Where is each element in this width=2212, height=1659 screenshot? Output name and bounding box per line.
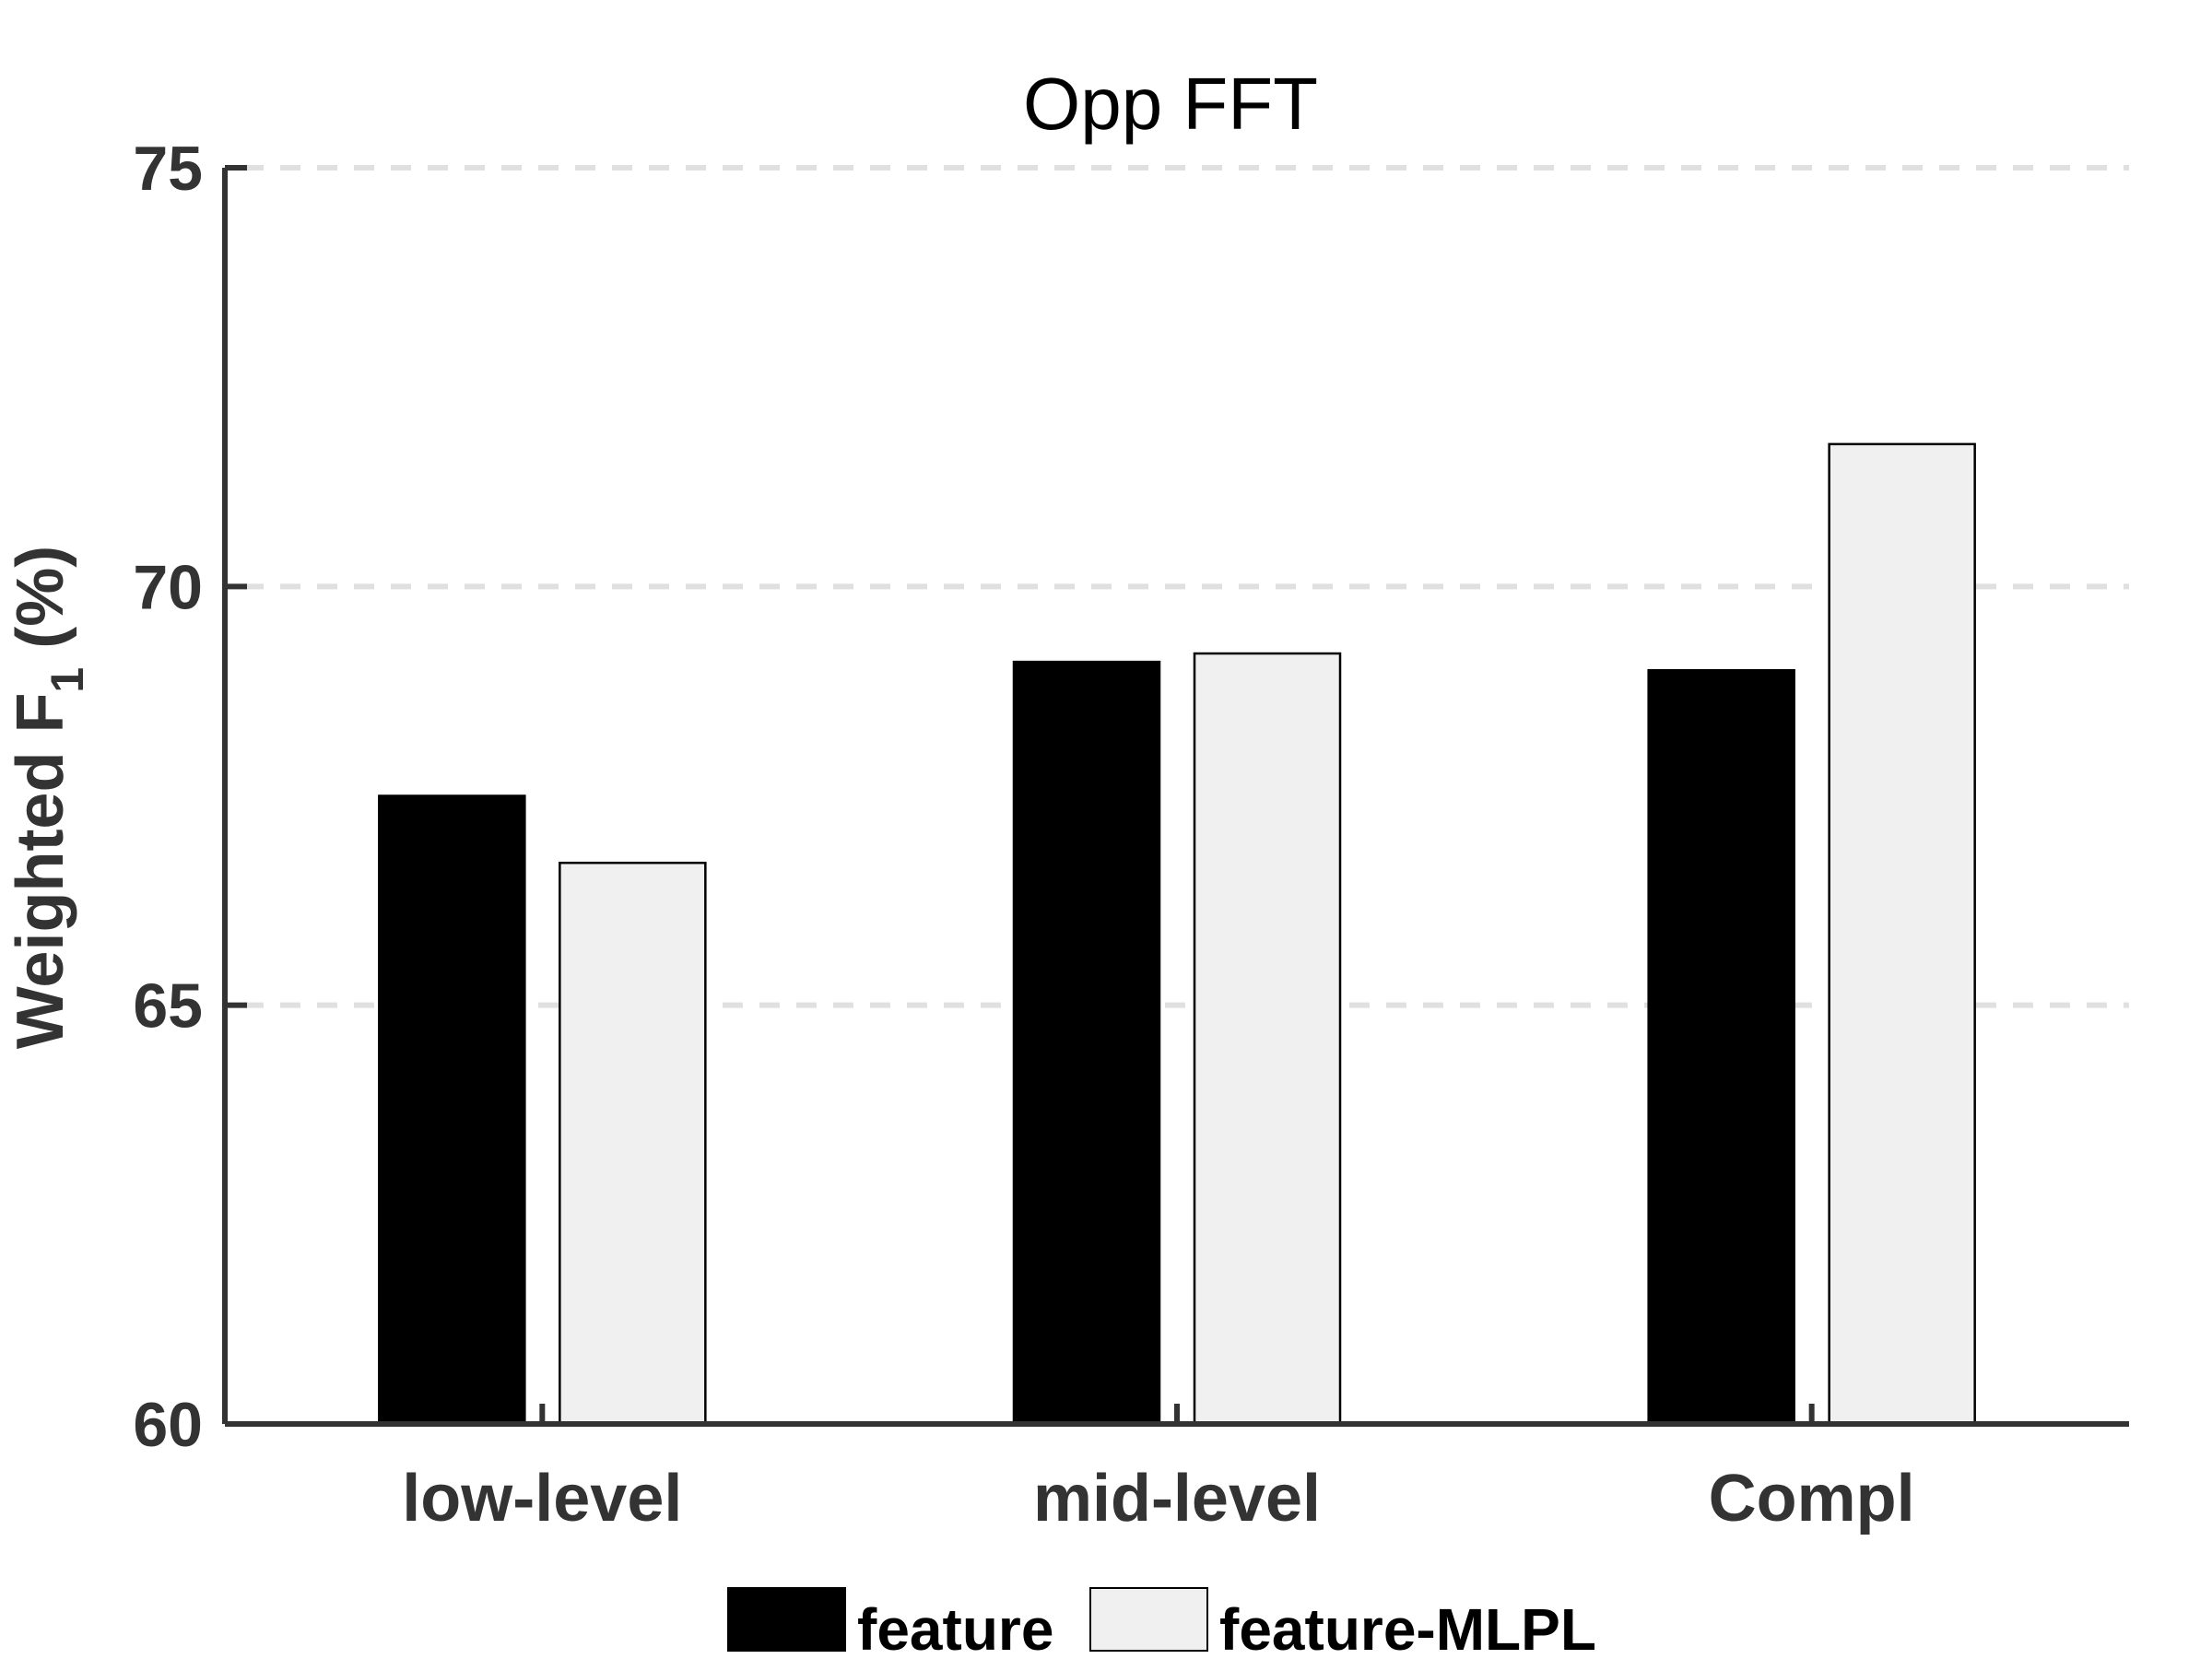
bars [378,442,1976,1426]
y-axis-label-subscript: 1 [41,667,93,693]
bar-feature-mlpl-low-level [559,861,707,1426]
bar-feature-compl [1647,668,1795,1426]
chart-title: Opp FFT [1023,63,1318,145]
legend-swatch-feature-mlpl [1089,1587,1208,1652]
grid-lines [243,165,2129,1008]
category-labels: low-level mid-level Compl [402,1404,1915,1535]
x-tick-label-low-level: low-level [402,1462,682,1535]
y-axis-label-main: Weighted F [4,693,77,1050]
y-tick-label-70: 70 [133,552,203,622]
legend: feature feature-MLPL [727,1587,1596,1659]
bar-feature-mlpl-mid-level [1193,652,1342,1426]
tick-labels: 60 65 70 75 [133,134,247,1460]
x-tick-label-compl: Compl [1709,1462,1915,1535]
y-tick-label-65: 65 [133,971,203,1041]
bar-feature-low-level [378,794,526,1426]
bar-feature-mlpl-compl [1828,442,1976,1426]
y-tick-label-60: 60 [133,1390,203,1460]
y-tick-label-75: 75 [133,134,203,204]
y-axis-label: Weighted F1 (%) [4,546,93,1049]
bar-feature-mid-level [1012,660,1161,1426]
legend-label-feature-mlpl: feature-MLPL [1219,1596,1596,1659]
legend-label-feature: feature [857,1596,1053,1659]
y-axis-label-suffix: (%) [4,546,77,667]
legend-swatch-feature [727,1587,846,1652]
x-tick-label-mid-level: mid-level [1033,1462,1321,1535]
